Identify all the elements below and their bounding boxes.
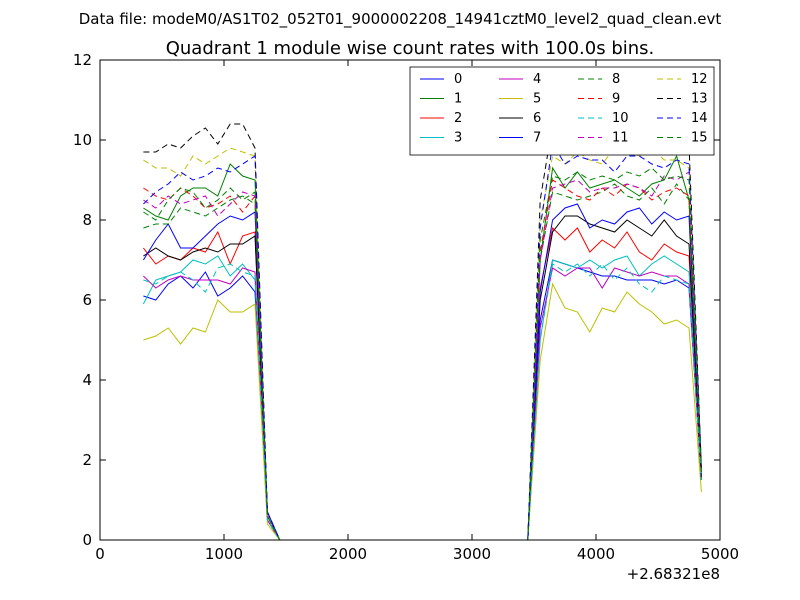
legend-label: 14 bbox=[691, 111, 708, 126]
series-line-5 bbox=[143, 282, 702, 540]
legend-label: 3 bbox=[454, 131, 462, 146]
legend-label: 6 bbox=[533, 111, 541, 126]
legend-entry-1: 1 bbox=[420, 92, 462, 107]
legend-label: 4 bbox=[533, 72, 541, 87]
series-line-12 bbox=[143, 147, 702, 540]
series-line-8 bbox=[143, 183, 702, 540]
x-tick-label: 0 bbox=[95, 545, 105, 563]
y-tick-label: 8 bbox=[82, 211, 92, 229]
legend-entry-15: 15 bbox=[657, 131, 708, 146]
legend-label: 13 bbox=[691, 92, 708, 107]
series-layer bbox=[142, 115, 702, 540]
legend-box bbox=[409, 66, 715, 156]
legend-entry-5: 5 bbox=[499, 92, 541, 107]
legend-label: 5 bbox=[533, 92, 541, 107]
legend-entry-10: 10 bbox=[578, 111, 629, 126]
legend-entry-7: 7 bbox=[499, 131, 541, 146]
legend-entry-0: 0 bbox=[420, 72, 462, 87]
legend-entry-9: 9 bbox=[578, 92, 620, 107]
legend-label: 7 bbox=[533, 131, 541, 146]
x-tick-label: 3000 bbox=[453, 545, 491, 563]
legend-label: 8 bbox=[612, 72, 620, 87]
series-line-7 bbox=[142, 203, 702, 540]
legend-entry-4: 4 bbox=[499, 72, 541, 87]
series-line-9 bbox=[143, 179, 702, 540]
series-line-3 bbox=[142, 255, 702, 540]
chart-suptitle: Data file: modeM0/AS1T02_052T01_90000022… bbox=[79, 10, 722, 29]
legend-entry-6: 6 bbox=[499, 111, 541, 126]
x-tick-label: 2000 bbox=[329, 545, 367, 563]
legend-entry-14: 14 bbox=[657, 111, 708, 126]
legend-entry-13: 13 bbox=[657, 92, 708, 107]
series-line-0 bbox=[143, 259, 702, 540]
y-tick-label: 2 bbox=[82, 451, 92, 469]
series-line-1 bbox=[143, 154, 702, 540]
legend-entry-8: 8 bbox=[578, 72, 620, 87]
legend-entry-12: 12 bbox=[657, 72, 708, 87]
legend-entry-3: 3 bbox=[420, 131, 462, 146]
y-tick-label: 6 bbox=[82, 291, 92, 309]
x-offset-label: +2.68321e8 bbox=[627, 565, 720, 583]
series-line-15 bbox=[143, 167, 702, 540]
x-tick-label: 5000 bbox=[701, 545, 739, 563]
series-line-2 bbox=[143, 227, 702, 540]
chart-title: Quadrant 1 module wise count rates with … bbox=[166, 38, 655, 59]
y-tick-label: 10 bbox=[73, 131, 92, 149]
series-line-14 bbox=[143, 142, 702, 540]
y-tick-label: 12 bbox=[73, 51, 92, 69]
legend-entry-2: 2 bbox=[420, 111, 462, 126]
x-tick-label: 1000 bbox=[205, 545, 243, 563]
legend-label: 9 bbox=[612, 92, 620, 107]
series-line-10 bbox=[143, 263, 702, 540]
legend-label: 0 bbox=[454, 72, 462, 87]
legend-label: 15 bbox=[691, 131, 708, 146]
series-line-6 bbox=[143, 215, 702, 540]
y-tick-label: 4 bbox=[82, 371, 92, 389]
legend-label: 1 bbox=[454, 92, 462, 107]
legend-entry-11: 11 bbox=[578, 131, 629, 146]
series-line-4 bbox=[143, 267, 702, 540]
y-tick-label: 0 bbox=[82, 531, 92, 549]
legend-label: 11 bbox=[612, 131, 629, 146]
legend-label: 2 bbox=[454, 111, 462, 126]
legend-label: 10 bbox=[612, 111, 629, 126]
legend-label: 12 bbox=[691, 72, 708, 87]
series-line-13 bbox=[143, 115, 702, 540]
x-tick-label: 4000 bbox=[577, 545, 615, 563]
series-line-11 bbox=[143, 171, 702, 540]
